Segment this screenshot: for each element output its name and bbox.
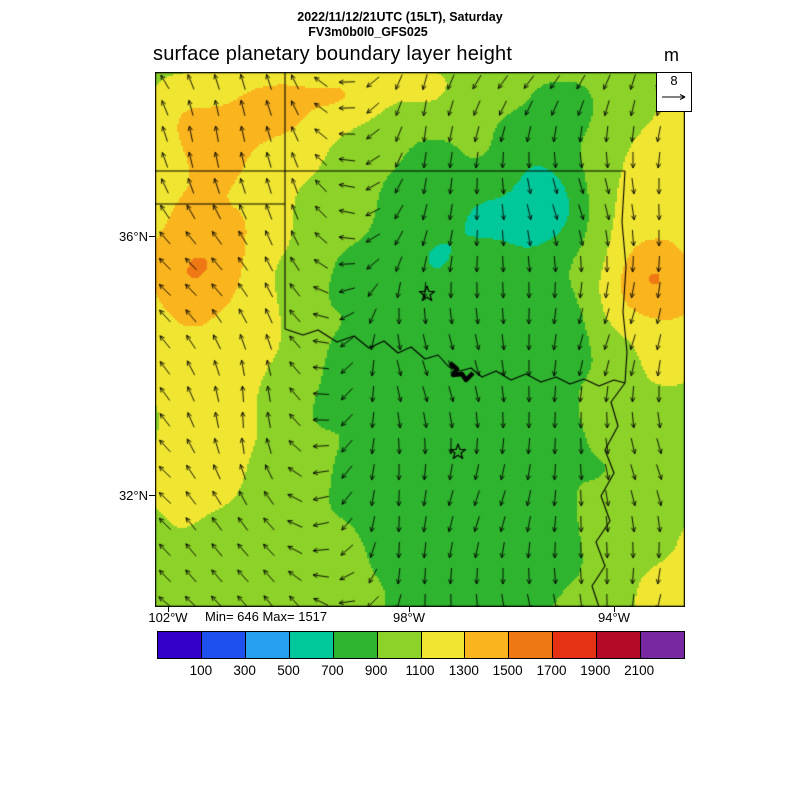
reference-vector-value: 8 — [670, 73, 678, 88]
colorbar-tick-label: 500 — [277, 663, 300, 678]
colorbar-box — [333, 632, 378, 658]
minmax-label: Min= 646 Max= 1517 — [205, 609, 328, 624]
colorbar-tick-label: 900 — [364, 663, 388, 678]
colorbar-tick-label: 2100 — [624, 663, 655, 678]
colorbar-box — [245, 632, 290, 658]
colorbar-tick-label: 1300 — [448, 663, 479, 678]
reference-vector-box: 8 — [656, 72, 692, 112]
unit-label: m — [664, 45, 679, 65]
colorbar-tick-label: 100 — [189, 663, 213, 678]
colorbar-tick-label: 1500 — [492, 663, 523, 678]
map-canvas — [155, 72, 685, 607]
colorbar-tick-label: 1100 — [405, 663, 435, 678]
colorbar — [157, 631, 685, 659]
colorbar-box — [509, 632, 554, 658]
colorbar-box — [641, 632, 685, 658]
colorbar-tick-label: 700 — [321, 663, 344, 678]
colorbar-box — [289, 632, 334, 658]
colorbar-box — [465, 632, 510, 658]
lat-tick — [149, 236, 155, 237]
colorbar-box — [597, 632, 642, 658]
lon-axis-label: 94°W — [598, 610, 630, 625]
page-title: surface planetary boundary layer height — [153, 43, 513, 65]
reference-vector-arrow-icon — [662, 94, 686, 100]
colorbar-box — [421, 632, 466, 658]
colorbar-box — [201, 632, 246, 658]
colorbar-tick-label: 1900 — [580, 663, 611, 678]
colorbar-box — [158, 632, 202, 658]
lat-tick — [149, 495, 155, 496]
model-title: FV3m0b0l0_GFS025 — [308, 25, 428, 39]
colorbar-box — [377, 632, 422, 658]
lat-axis-label: 32°N — [118, 488, 148, 503]
colorbar-tick-label: 300 — [233, 663, 256, 678]
lon-axis-label: 98°W — [393, 610, 425, 625]
lon-tick — [614, 607, 615, 612]
colorbar-box — [553, 632, 598, 658]
lon-tick — [168, 607, 169, 612]
lon-tick — [409, 607, 410, 612]
lon-axis-label: 102°W — [148, 610, 188, 625]
datetime-title: 2022/11/12/21UTC (15LT), Saturday — [297, 10, 503, 24]
lat-axis-label: 36°N — [118, 229, 148, 244]
colorbar-tick-label: 1700 — [536, 663, 567, 678]
